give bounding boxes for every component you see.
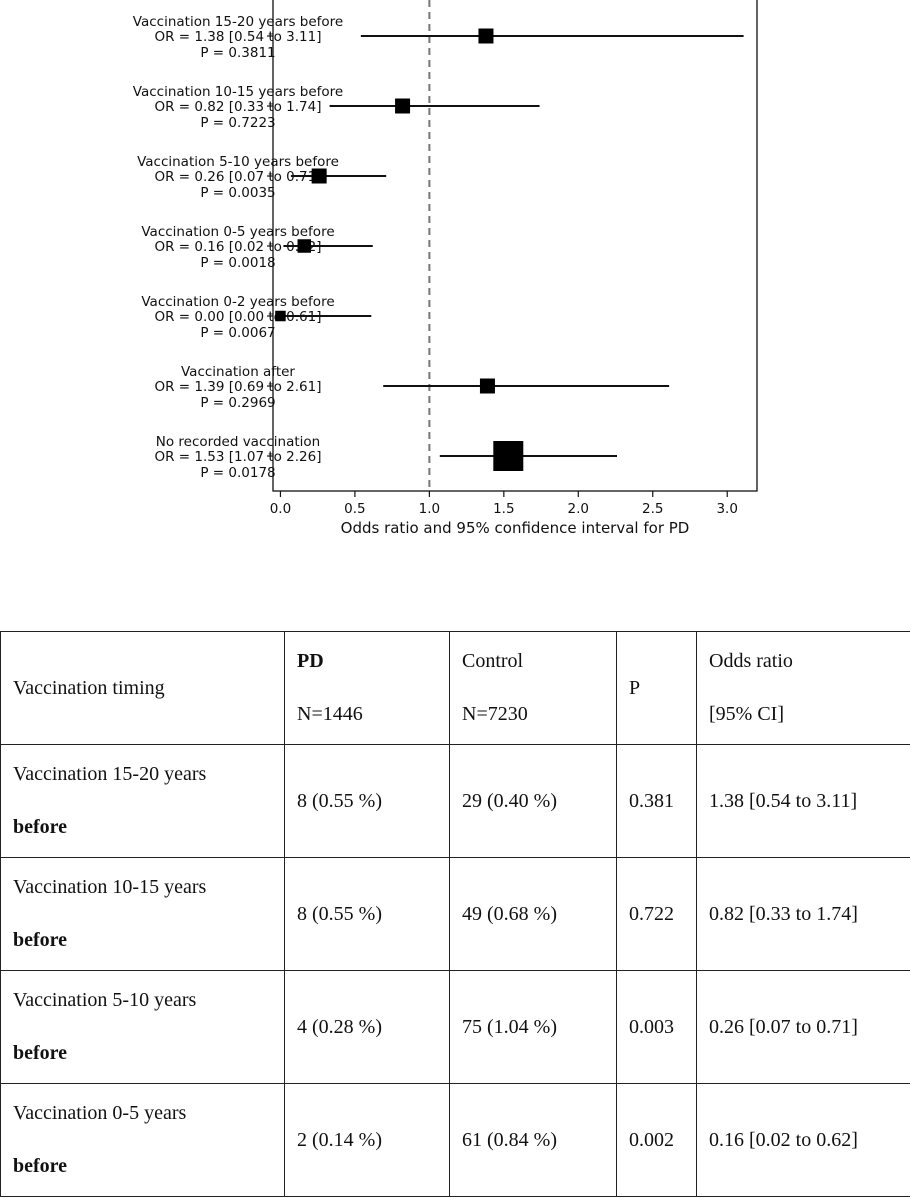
timing-line2: before (13, 929, 68, 951)
header-p-text: P (629, 676, 641, 699)
row-p-text: P = 0.2969 (200, 395, 275, 411)
cell-or: 0.82 [0.33 to 1.74] (696, 857, 910, 971)
cell-p: 0.003 (616, 970, 697, 1084)
header-control-n: N=7230 (462, 703, 528, 725)
x-tick-label: 3.0 (716, 501, 737, 517)
axes-frame (272, 0, 758, 492)
cell-control: 49 (0.68 %) (449, 857, 617, 971)
row-label: Vaccination 10-15 years before (133, 84, 343, 100)
row-p-text: P = 0.3811 (200, 45, 275, 61)
header-or-ci: [95% CI] (709, 703, 784, 725)
cell-control: 61 (0.84 %) (449, 1083, 617, 1197)
row-label: Vaccination 15-20 years before (133, 14, 343, 30)
header-timing: Vaccination timing (0, 631, 285, 745)
cell-control: 29 (0.40 %) (449, 744, 617, 858)
odds-ratio-marker (395, 98, 411, 114)
odds-ratio-marker (297, 239, 312, 253)
x-tick-label: 2.0 (568, 501, 589, 517)
row-label: Vaccination after (181, 364, 295, 380)
row-p-text: P = 0.0178 (200, 465, 275, 481)
cell-timing: Vaccination 15-20 years before (0, 744, 285, 858)
header-control-title: Control (462, 650, 524, 672)
timing-line2: before (13, 1155, 68, 1177)
x-tick-label: 1.5 (493, 501, 514, 517)
table-header-row: Vaccination timing PD N=1446 Control N=7… (0, 631, 910, 745)
row-p-text: P = 0.7223 (200, 115, 275, 131)
forest-plot: 0.0 0.5 1.0 1.5 2.0 2.5 3.0 Odds ratio and 95% … (133, 0, 758, 537)
cell-p: 0.381 (616, 744, 697, 858)
row-or-text: OR = 1.38 [0.54 to 3.11] (154, 29, 321, 45)
cell-pd: 8 (0.55 %) (284, 744, 450, 858)
vaccination-table: Vaccination timing PD N=1446 Control N=7… (0, 631, 910, 1197)
cell-timing: Vaccination 10-15 years before (0, 857, 285, 971)
cell-control: 75 (1.04 %) (449, 970, 617, 1084)
timing-line1: Vaccination 15-20 years (13, 763, 207, 785)
x-tick-label: 2.5 (642, 501, 663, 517)
cell-timing: Vaccination 5-10 years before (0, 970, 285, 1084)
cell-or: 0.16 [0.02 to 0.62] (696, 1083, 910, 1197)
header-timing-text: Vaccination timing (13, 676, 165, 699)
cell-pd: 2 (0.14 %) (284, 1083, 450, 1197)
odds-ratio-marker (479, 378, 495, 394)
table-row: Vaccination 15-20 years before 8 (0.55 %… (0, 744, 910, 858)
table-row: Vaccination 5-10 years before 4 (0.28 %)… (0, 970, 910, 1084)
cell-p: 0.722 (616, 857, 697, 971)
cell-pd: 4 (0.28 %) (284, 970, 450, 1084)
cell-timing: Vaccination 0-5 years before (0, 1083, 285, 1197)
header-pd-n: N=1446 (297, 703, 363, 725)
timing-line1: Vaccination 0-5 years (13, 1102, 187, 1124)
header-pd-title: PD (297, 650, 324, 672)
row-or-text: OR = 1.53 [1.07 to 2.26] (154, 449, 321, 465)
header-or-title: Odds ratio (709, 650, 793, 672)
header-p: P (616, 631, 697, 745)
x-tick-label: 1.0 (419, 501, 440, 517)
row-p-text: P = 0.0035 (200, 185, 275, 201)
row-or-text: OR = 1.39 [0.69 to 2.61] (154, 379, 321, 395)
row-label: Vaccination 0-2 years before (141, 294, 334, 310)
row-label: No recorded vaccination (156, 434, 321, 450)
cell-or: 1.38 [0.54 to 3.11] (696, 744, 910, 858)
header-pd: PD N=1446 (284, 631, 450, 745)
header-control: Control N=7230 (449, 631, 617, 745)
row-p-text: P = 0.0067 (200, 325, 275, 341)
odds-ratio-marker (311, 168, 327, 184)
odds-ratio-marker (275, 310, 286, 322)
timing-line2: before (13, 816, 68, 838)
x-tick-label: 0.5 (344, 501, 365, 517)
row-or-text: OR = 0.82 [0.33 to 1.74] (154, 99, 321, 115)
row-label: Vaccination 0-5 years before (141, 224, 334, 240)
row-or-text: OR = 0.16 [0.02 to 0.62] (154, 239, 321, 255)
row-or-text: OR = 0.26 [0.07 to 0.71] (154, 169, 321, 185)
odds-ratio-marker (478, 28, 494, 44)
x-axis-label: Odds ratio and 95% confidence interval f… (341, 519, 690, 537)
row-label: Vaccination 5-10 years before (137, 154, 339, 170)
cell-pd: 8 (0.55 %) (284, 857, 450, 971)
odds-ratio-marker (493, 441, 524, 471)
cell-p: 0.002 (616, 1083, 697, 1197)
row-p-text: P = 0.0018 (200, 255, 275, 271)
cell-or: 0.26 [0.07 to 0.71] (696, 970, 910, 1084)
timing-line1: Vaccination 10-15 years (13, 876, 207, 898)
header-or: Odds ratio [95% CI] (696, 631, 910, 745)
timing-line1: Vaccination 5-10 years (13, 989, 197, 1011)
table-row: Vaccination 10-15 years before 8 (0.55 %… (0, 857, 910, 971)
timing-line2: before (13, 1042, 68, 1064)
x-tick-label: 0.0 (270, 501, 291, 517)
table-row: Vaccination 0-5 years before 2 (0.14 %) … (0, 1083, 910, 1197)
